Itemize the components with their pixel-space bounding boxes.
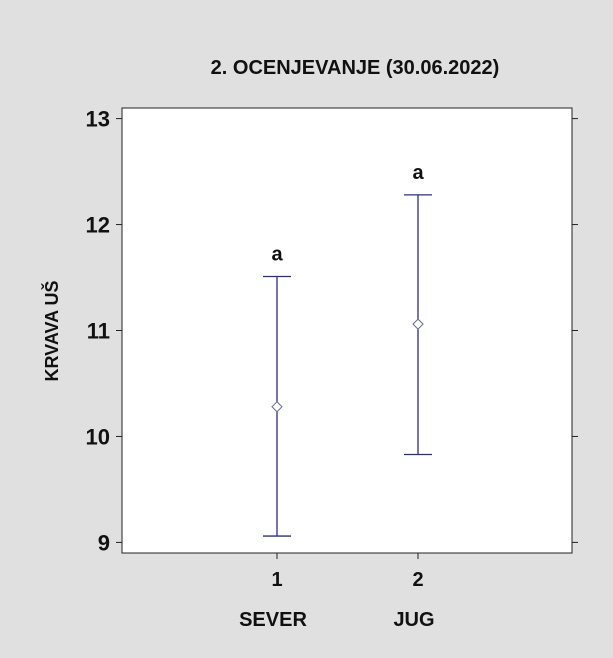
y-tick-label: 12 [86,213,110,238]
y-tick-label: 10 [86,424,110,449]
y-tick-label: 13 [86,107,110,132]
significance-letter: a [271,243,283,265]
x-category-name: JUG [393,609,434,631]
significance-letter: a [412,162,424,184]
y-axis-label: KRVAVA UŠ [41,280,62,381]
y-tick-label: 11 [87,319,110,344]
y-tick-label: 9 [98,530,110,555]
x-tick-label: 2 [412,569,423,591]
x-category-name: SEVER [239,609,307,631]
chart-title: 2. OCENJEVANJE (30.06.2022) [211,57,500,79]
plot-area [122,108,572,553]
x-tick-label: 1 [271,569,282,591]
